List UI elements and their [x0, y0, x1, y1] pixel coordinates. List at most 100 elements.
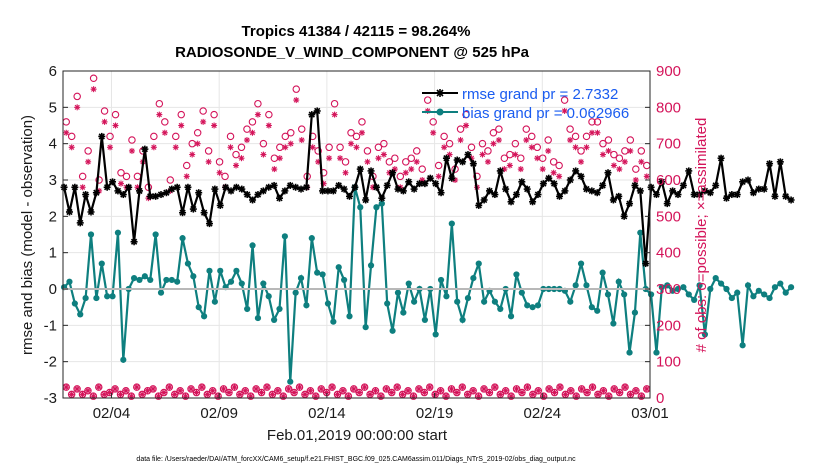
obs-assimilated-point — [233, 162, 240, 169]
obs-possible-low-point — [615, 388, 624, 397]
bias-point — [594, 307, 601, 314]
obs-assimilated-low-point — [622, 384, 629, 391]
obs-possible-low-point — [89, 392, 98, 400]
bias-point — [109, 293, 116, 300]
legend-rmse-label: rmse grand pr = 2.7332 — [462, 86, 618, 103]
obs-assimilated-low-point — [133, 384, 140, 391]
rmse-point — [572, 167, 580, 175]
bias-point — [281, 233, 288, 240]
rmse-point — [459, 158, 467, 166]
rmse-point — [173, 183, 181, 191]
rmse-point — [701, 187, 709, 195]
rmse-point — [582, 185, 590, 193]
rmse-point — [766, 160, 774, 168]
obs-possible-point — [363, 147, 372, 155]
bias-point — [362, 324, 369, 331]
obs-assimilated-point — [490, 140, 497, 147]
obs-assimilated-point — [276, 155, 283, 162]
obs-possible-low-point — [350, 385, 358, 393]
bias-point — [470, 275, 477, 282]
bias-point — [497, 305, 504, 313]
rmse-point — [243, 191, 251, 199]
obs-assimilated-point — [353, 144, 360, 151]
obs-possible-point — [445, 139, 454, 148]
bias-point — [680, 284, 687, 291]
obs-assimilated-low-point — [68, 391, 75, 398]
bias-point — [314, 269, 321, 276]
obs-possible-point — [610, 150, 618, 159]
bias-point — [77, 311, 84, 318]
legend-rmse-marker — [436, 89, 444, 97]
bias-point — [341, 276, 348, 284]
obs-assimilated-point — [589, 129, 596, 136]
obs-possible-low-point — [572, 392, 580, 400]
obs-possible-low-point — [512, 385, 521, 393]
obs-possible-point — [281, 132, 290, 141]
bias-series — [60, 184, 795, 385]
rmse-point — [335, 181, 343, 189]
obs-possible-low-point — [388, 388, 396, 397]
obs-possible-point — [297, 125, 306, 133]
obs-assimilated-point — [413, 158, 420, 165]
obs-possible-point — [456, 125, 465, 133]
obs-possible-point — [67, 132, 76, 141]
rmse-point — [146, 192, 154, 200]
obs-possible-low-point — [295, 383, 304, 391]
obs-possible-low-point — [556, 383, 564, 391]
rmse-point — [523, 185, 531, 193]
bias-point — [357, 204, 364, 211]
bias-point — [200, 313, 208, 320]
rmse-point — [189, 205, 197, 213]
rmse-point — [599, 181, 607, 189]
rmse-point — [642, 260, 650, 268]
obs-assimilated-point — [260, 151, 267, 158]
rmse-point — [545, 174, 553, 182]
bias-point — [712, 275, 719, 282]
obs-possible-point — [73, 92, 81, 101]
obs-assimilated-low-point — [529, 391, 536, 398]
obs-assimilated-point — [380, 151, 387, 158]
y-right-tick-label: 100 — [656, 354, 681, 371]
obs-possible-point — [637, 147, 646, 155]
bias-point — [66, 278, 73, 285]
obs-assimilated-point — [408, 166, 415, 173]
obs-possible-low-point — [539, 392, 548, 400]
obs-assimilated-low-point — [198, 384, 205, 391]
rmse-point — [92, 189, 100, 197]
y-tick-label: 2 — [49, 208, 57, 225]
bias-point — [163, 276, 170, 284]
bias-point — [615, 278, 622, 285]
obs-assimilated-low-point — [421, 389, 428, 396]
bias-point — [653, 349, 660, 356]
rmse-point — [302, 183, 310, 191]
y-right-tick-label: 900 — [656, 63, 681, 80]
obs-possible-low-point — [176, 386, 184, 395]
y-tick-label: 0 — [49, 281, 57, 298]
obs-assimilated-point — [594, 129, 601, 136]
bias-point — [534, 302, 542, 309]
obs-assimilated-point — [545, 147, 552, 154]
obs-assimilated-point — [632, 177, 639, 183]
obs-possible-low-point — [420, 388, 429, 397]
obs-assimilated-point — [342, 169, 349, 176]
bias-point — [276, 305, 283, 313]
obs-possible-point — [599, 139, 607, 148]
rmse-point — [200, 209, 208, 217]
obs-possible-low-point — [599, 386, 608, 395]
obs-possible-point — [265, 110, 273, 119]
obs-assimilated-point — [567, 137, 574, 144]
rmse-point — [615, 192, 623, 200]
y-tick-label: 5 — [49, 99, 57, 116]
obs-assimilated-low-point — [611, 385, 618, 392]
rmse-point — [453, 156, 461, 164]
obs-possible-low-point — [73, 385, 81, 393]
rmse-point — [502, 185, 510, 193]
obs-possible-point — [582, 132, 591, 141]
rmse-point — [480, 196, 488, 204]
obs-possible-low-point — [225, 388, 233, 397]
rmse-point — [739, 178, 747, 186]
obs-assimilated-low-point — [399, 391, 406, 398]
rmse-point — [179, 209, 187, 217]
bias-point — [685, 291, 692, 298]
obs-assimilated-point — [457, 137, 464, 144]
